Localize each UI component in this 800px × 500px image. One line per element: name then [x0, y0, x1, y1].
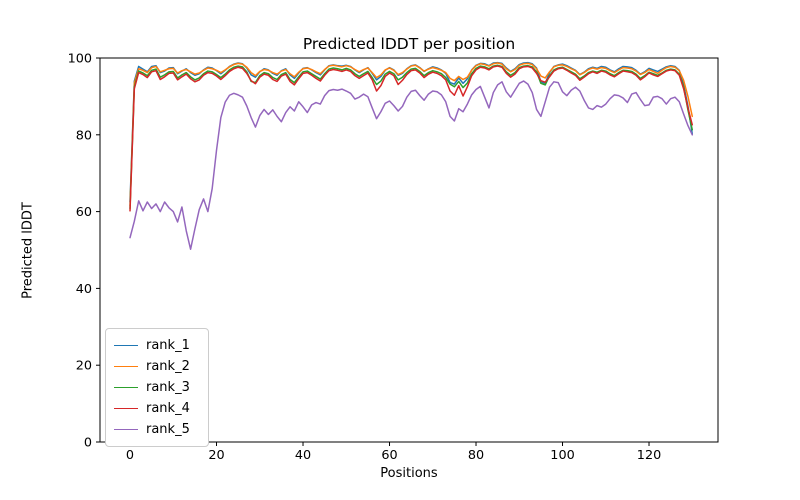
legend-item-label: rank_4 — [146, 401, 190, 416]
series-line-rank_3 — [129, 64, 694, 210]
legend-line-swatch — [114, 387, 138, 388]
x-tick-label: 40 — [295, 448, 311, 463]
y-tick-label: 0 — [84, 435, 92, 450]
legend-item-label: rank_5 — [146, 422, 190, 437]
series-line-rank_5 — [129, 80, 694, 250]
y-tick-label: 40 — [76, 282, 92, 297]
y-tick-label: 20 — [76, 359, 92, 374]
legend-item: rank_2 — [114, 356, 200, 377]
series-line-rank_4 — [129, 65, 694, 212]
x-tick-label: 80 — [468, 448, 484, 463]
legend-line-swatch — [114, 345, 138, 346]
y-tick-label: 100 — [68, 51, 92, 66]
y-tick-label: 60 — [76, 205, 92, 220]
legend-item-label: rank_2 — [146, 359, 190, 374]
x-tick-label: 20 — [208, 448, 224, 463]
y-axis-label: Predicted lDDT — [20, 202, 36, 299]
series-line-rank_2 — [129, 62, 694, 207]
x-tick-label: 0 — [126, 448, 134, 463]
legend-line-swatch — [114, 429, 138, 430]
y-tick-label: 80 — [76, 128, 92, 143]
legend-line-swatch — [114, 408, 138, 409]
legend-item: rank_4 — [114, 398, 200, 419]
x-axis-label: Positions — [380, 466, 438, 481]
x-tick-label: 60 — [381, 448, 397, 463]
plot-border — [99, 57, 719, 443]
legend-item: rank_1 — [114, 335, 200, 356]
legend-item-label: rank_1 — [146, 338, 190, 353]
x-tick-label: 100 — [550, 448, 574, 463]
x-tick-label: 120 — [637, 448, 661, 463]
series-line-rank_1 — [129, 61, 694, 203]
legend: rank_1 rank_2 rank_3 rank_4 rank_5 — [105, 328, 209, 447]
legend-item: rank_3 — [114, 377, 200, 398]
legend-line-swatch — [114, 366, 138, 367]
legend-item-label: rank_3 — [146, 380, 190, 395]
chart-title: Predicted lDDT per position — [302, 35, 516, 53]
legend-item: rank_5 — [114, 419, 200, 440]
